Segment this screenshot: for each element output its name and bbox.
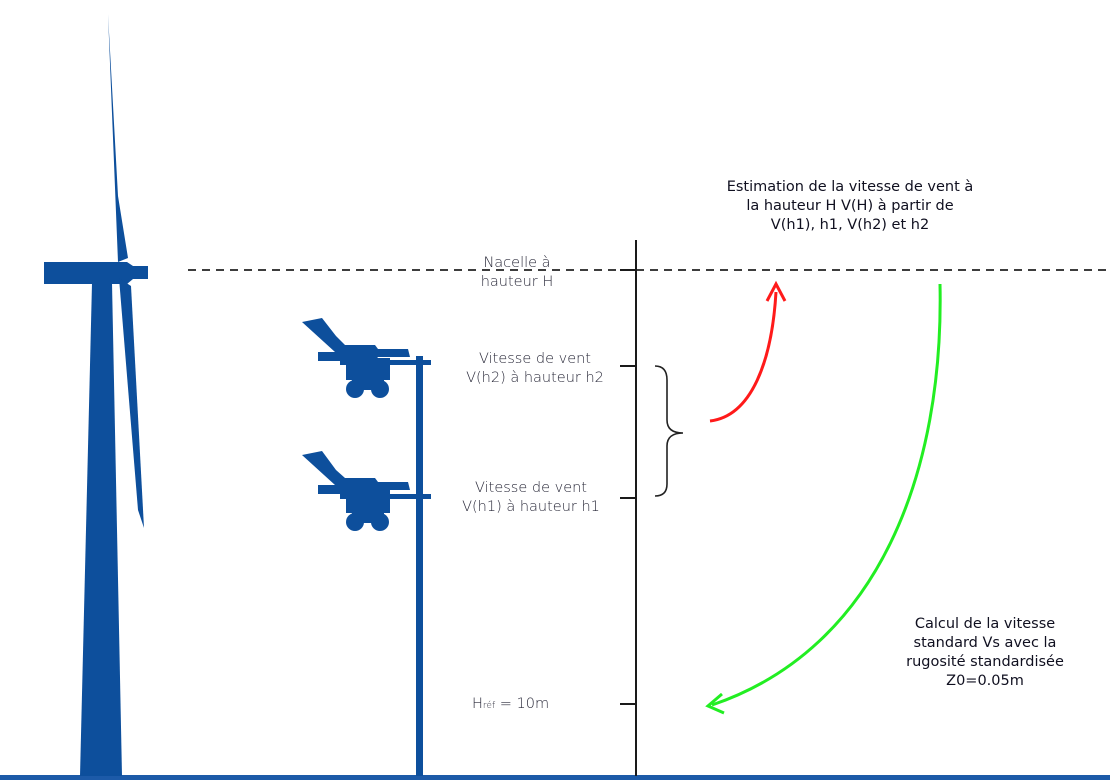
nacelle-label: Nacelle à hauteur H xyxy=(442,254,592,292)
h2-line-1: Vitesse de vent xyxy=(479,351,591,367)
href-h: H xyxy=(472,696,483,712)
calcul-line-3: rugosité standardisée xyxy=(906,654,1064,670)
estimation-label: Estimation de la vitesse de vent à la ha… xyxy=(700,178,1000,235)
standardisation-arrow-head xyxy=(705,692,725,715)
estimation-line-3: V(h1), h1, V(h2) et h2 xyxy=(770,217,930,233)
wind-turbine-icon xyxy=(44,14,148,776)
href-label: Hréf = 10m xyxy=(472,695,592,716)
estimation-line-2: la hauteur H V(H) à partir de xyxy=(746,198,954,214)
calcul-line-4: Z0=0.05m xyxy=(946,673,1024,689)
brace xyxy=(654,365,684,497)
extrapolation-arrow-head xyxy=(765,280,787,302)
standardisation-arrow xyxy=(711,283,942,707)
nacelle-line-2: hauteur H xyxy=(480,274,554,290)
href-sub: réf xyxy=(482,701,496,711)
h1-line-1: Vitesse de vent xyxy=(475,480,587,496)
extrapolation-arrow xyxy=(709,291,778,423)
h2-line-2: V(h2) à hauteur h2 xyxy=(466,370,604,386)
anemometer-icon xyxy=(302,318,431,398)
h2-label: Vitesse de vent V(h2) à hauteur h2 xyxy=(450,350,620,388)
estimation-line-1: Estimation de la vitesse de vent à xyxy=(726,179,974,195)
h1-line-2: V(h1) à hauteur h1 xyxy=(462,499,600,515)
calcul-label: Calcul de la vitesse standard Vs avec la… xyxy=(880,615,1090,691)
h1-label: Vitesse de vent V(h1) à hauteur h1 xyxy=(446,479,616,517)
weather-vane-icon xyxy=(302,451,431,531)
href-rest: = 10m xyxy=(495,696,550,712)
calcul-line-2: standard Vs avec la xyxy=(913,635,1057,651)
anemometer-mast xyxy=(416,356,423,776)
calcul-line-1: Calcul de la vitesse xyxy=(914,616,1056,632)
ground-line xyxy=(0,775,1110,780)
nacelle-line-1: Nacelle à xyxy=(483,255,551,271)
